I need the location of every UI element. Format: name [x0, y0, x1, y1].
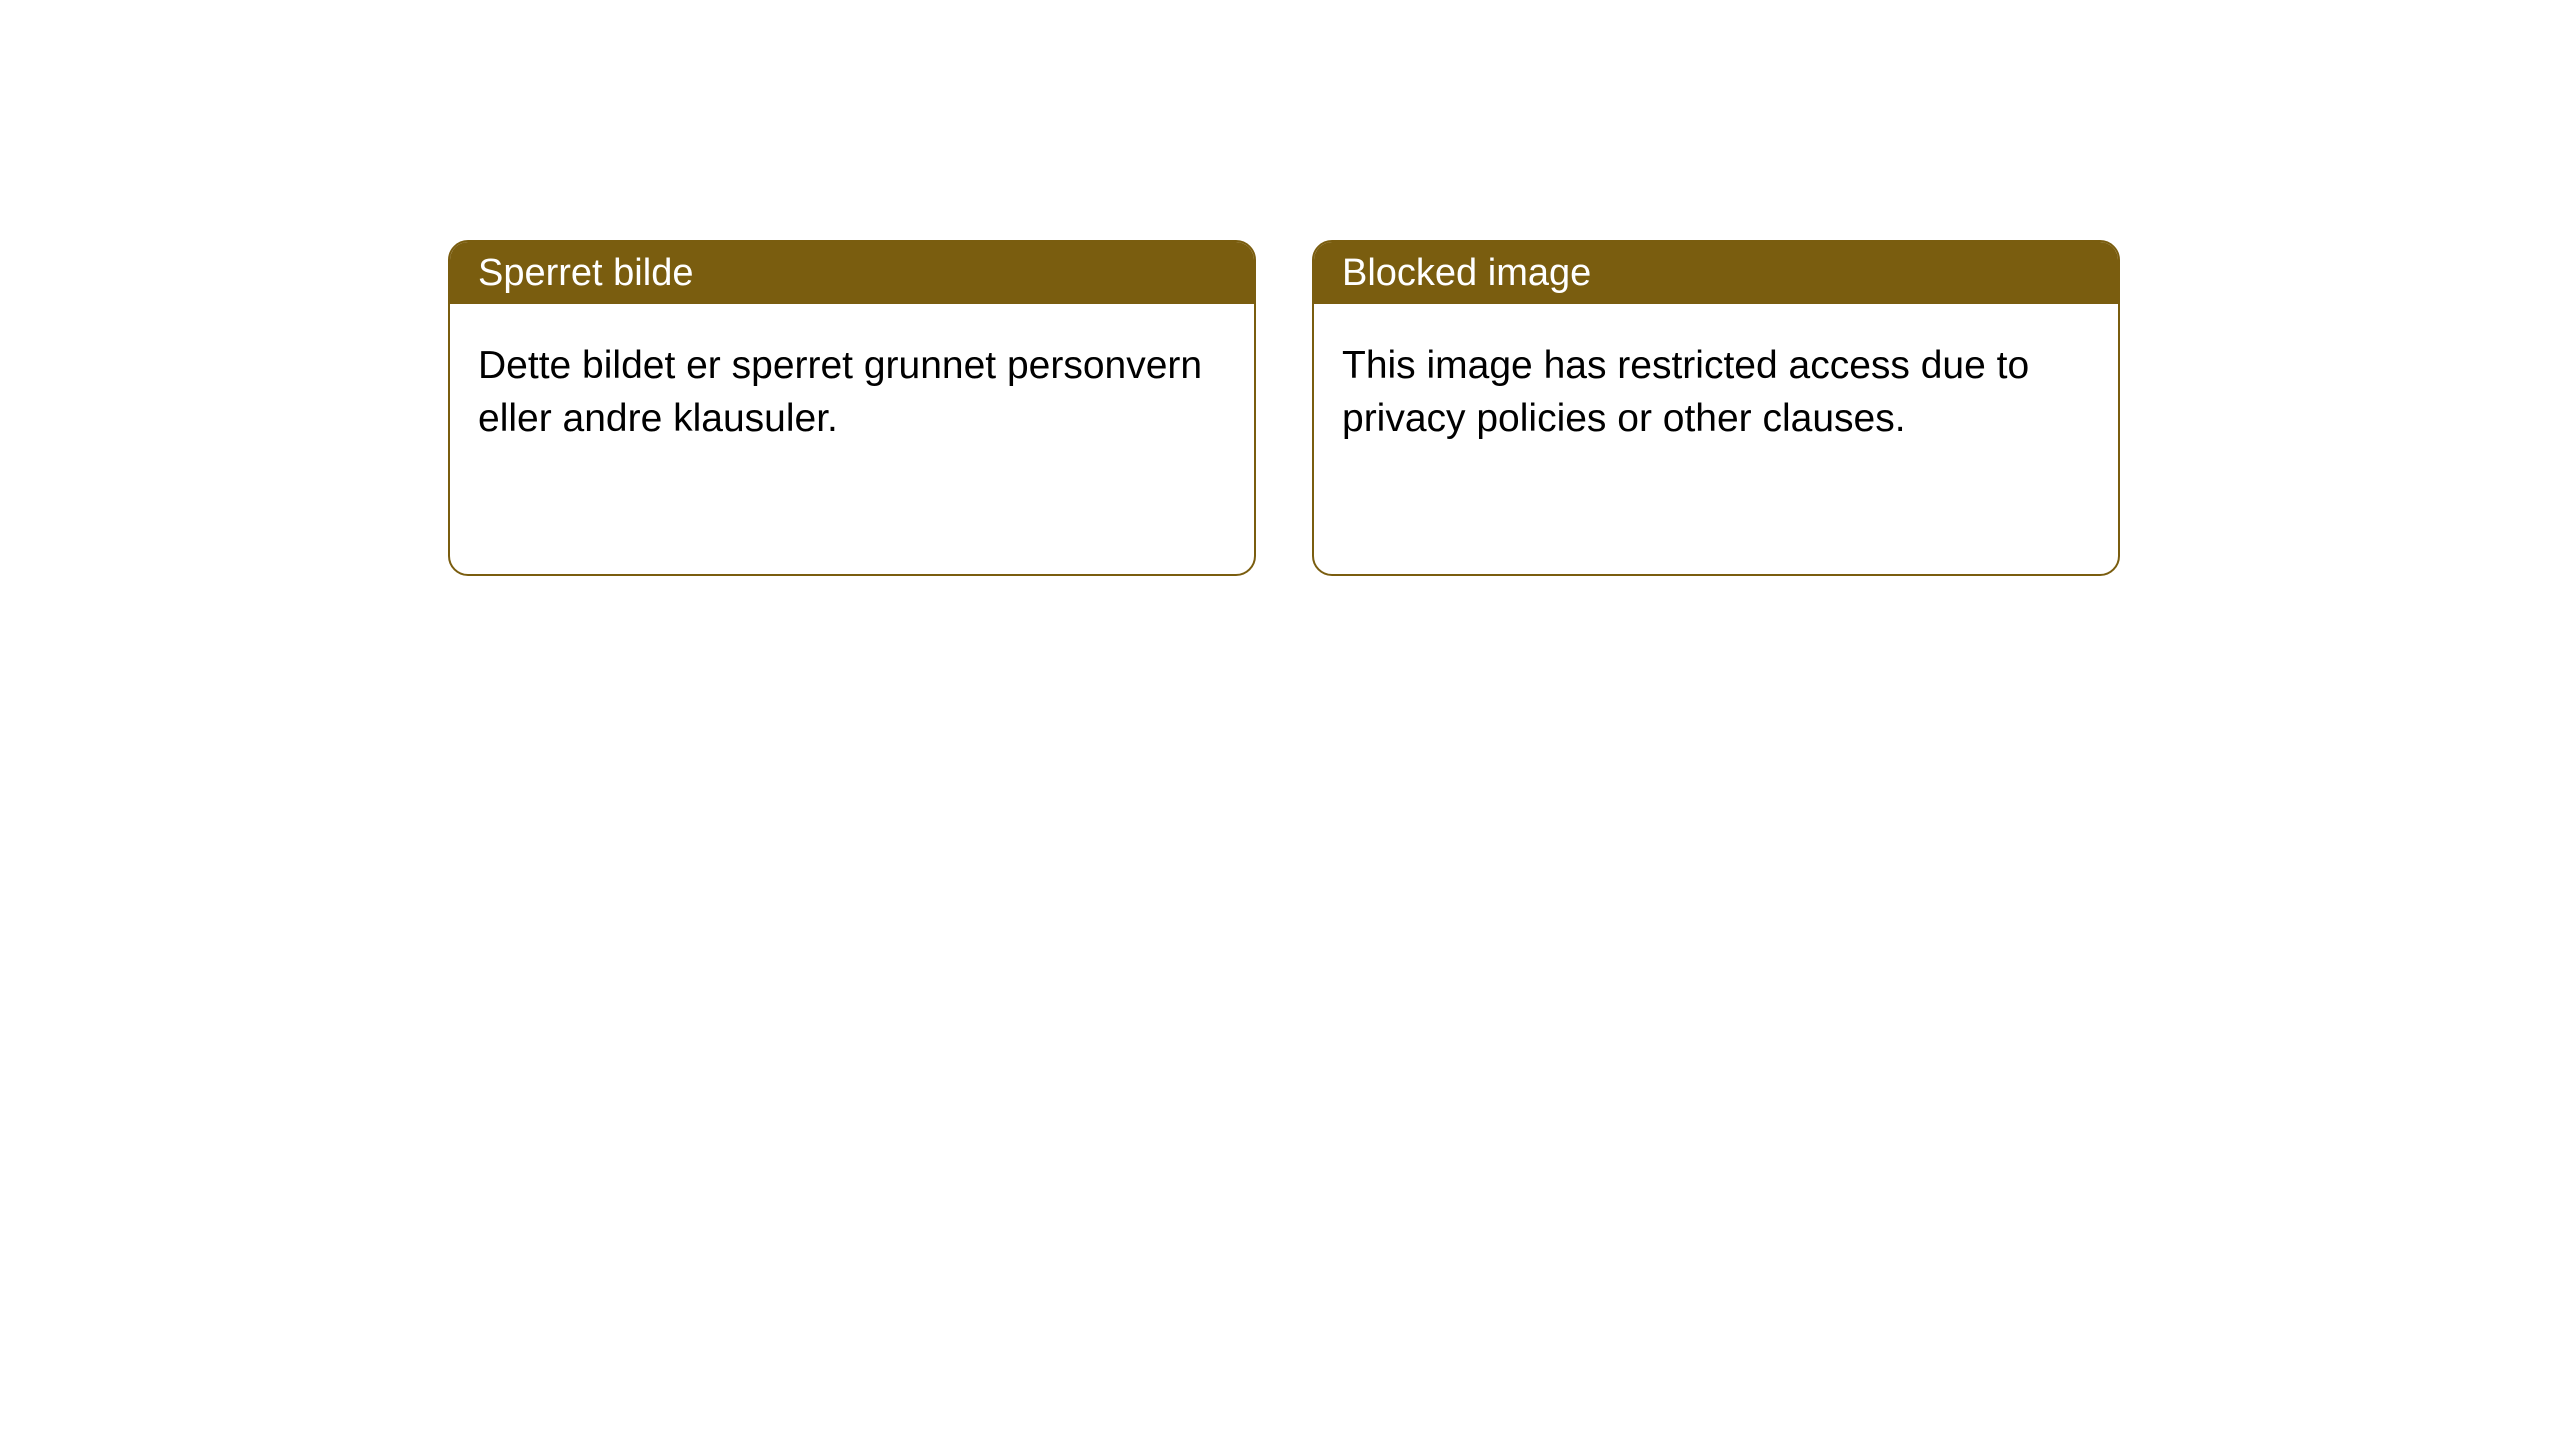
- card-body-text: This image has restricted access due to …: [1342, 344, 2029, 440]
- notice-container: Sperret bilde Dette bildet er sperret gr…: [0, 0, 2560, 576]
- card-body: Dette bildet er sperret grunnet personve…: [450, 304, 1254, 481]
- card-body-text: Dette bildet er sperret grunnet personve…: [478, 344, 1202, 440]
- blocked-image-card-norwegian: Sperret bilde Dette bildet er sperret gr…: [448, 240, 1256, 576]
- card-header: Sperret bilde: [450, 242, 1254, 304]
- blocked-image-card-english: Blocked image This image has restricted …: [1312, 240, 2120, 576]
- card-title: Blocked image: [1342, 252, 1591, 295]
- card-header: Blocked image: [1314, 242, 2118, 304]
- card-body: This image has restricted access due to …: [1314, 304, 2118, 481]
- card-title: Sperret bilde: [478, 252, 693, 295]
